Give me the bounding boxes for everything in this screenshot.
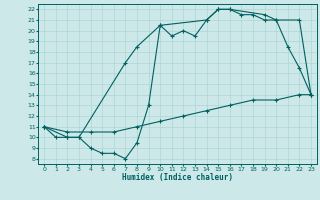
X-axis label: Humidex (Indice chaleur): Humidex (Indice chaleur) [122, 173, 233, 182]
